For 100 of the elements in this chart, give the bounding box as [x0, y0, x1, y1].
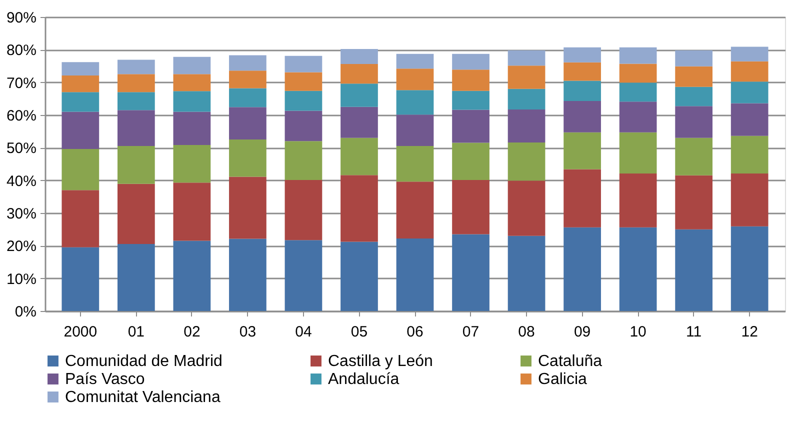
bar — [229, 88, 266, 108]
bar — [340, 106, 378, 138]
bar — [173, 145, 211, 183]
bar — [619, 132, 657, 174]
x-tick-label: 03 — [239, 324, 256, 340]
bar — [508, 66, 546, 89]
bar — [396, 68, 434, 90]
bar — [452, 180, 490, 234]
bar — [508, 236, 546, 311]
bar — [62, 92, 100, 112]
legend-label: Comunitat Valenciana — [65, 389, 220, 406]
bar — [340, 84, 378, 107]
x-tick-label: 04 — [295, 324, 312, 340]
bar — [117, 60, 155, 74]
bar — [452, 234, 490, 311]
bar — [173, 182, 211, 241]
bar — [284, 56, 322, 72]
bar — [564, 132, 601, 170]
bar — [173, 56, 211, 74]
x-tick-label: 12 — [741, 324, 758, 340]
bar — [452, 70, 490, 91]
bar — [675, 66, 713, 87]
bar — [396, 182, 434, 238]
y-tick-label: 50% — [6, 140, 36, 158]
bar — [619, 64, 657, 83]
bar — [284, 141, 322, 180]
legend-label: Castilla y León — [328, 353, 433, 370]
bar — [730, 136, 768, 174]
bar — [730, 46, 768, 62]
bar — [117, 184, 155, 244]
legend-label: Comunidad de Madrid — [65, 353, 222, 370]
bar — [173, 74, 211, 92]
bar — [564, 169, 601, 228]
legend-label: Andalucía — [328, 371, 400, 388]
bar — [62, 148, 100, 190]
bar — [508, 180, 546, 236]
bar — [340, 175, 378, 242]
bar — [619, 227, 657, 311]
bar — [675, 229, 713, 311]
bar — [675, 138, 713, 176]
bar — [117, 92, 155, 110]
bar — [675, 175, 713, 230]
bar — [117, 244, 155, 311]
bar — [675, 86, 713, 106]
bar — [564, 47, 601, 62]
x-tick-label: 08 — [518, 324, 535, 340]
bar — [564, 227, 601, 311]
x-tick-label: 07 — [462, 324, 480, 340]
bar — [284, 90, 322, 111]
y-tick-label: 40% — [6, 172, 36, 190]
bar — [730, 103, 768, 136]
bar — [340, 242, 378, 311]
bar — [173, 240, 211, 311]
legend-label: Galicia — [538, 371, 588, 388]
bar — [396, 238, 434, 311]
x-tick-label: 06 — [406, 324, 424, 340]
y-tick-label: 90% — [6, 10, 36, 26]
x-tick-label: 09 — [574, 324, 591, 340]
bar — [730, 61, 768, 82]
x-tick-label: 2000 — [64, 324, 98, 340]
bar — [564, 62, 601, 81]
bar — [284, 72, 322, 91]
bar — [508, 88, 546, 110]
y-tick-label: 80% — [6, 42, 36, 60]
x-tick-label: 05 — [350, 324, 368, 340]
bar — [564, 100, 601, 132]
bar — [619, 82, 657, 102]
bar — [229, 140, 266, 177]
bar — [284, 240, 322, 311]
y-tick-label: 10% — [6, 270, 36, 288]
bar — [508, 142, 546, 181]
y-tick-label: 70% — [6, 74, 36, 92]
bar — [117, 74, 155, 92]
bar — [340, 64, 378, 84]
bar — [619, 47, 657, 64]
bar — [62, 62, 100, 76]
legend-label: Cataluña — [538, 353, 602, 370]
bar — [117, 146, 155, 184]
bar — [730, 226, 768, 311]
bar — [452, 54, 490, 70]
bar — [396, 54, 434, 69]
bar — [396, 146, 434, 182]
bar — [396, 90, 434, 115]
bar — [62, 190, 100, 248]
bar — [284, 110, 322, 142]
bar — [173, 112, 211, 146]
bar — [340, 138, 378, 176]
bar — [675, 106, 713, 138]
bar — [452, 90, 490, 110]
bar — [229, 55, 266, 71]
bar — [284, 180, 322, 240]
bar — [117, 110, 155, 146]
bar — [619, 173, 657, 228]
bar — [452, 142, 490, 180]
bar — [730, 82, 768, 104]
y-tick-label: 0% — [14, 304, 36, 320]
x-tick-label: 11 — [686, 324, 702, 340]
bar — [229, 107, 266, 140]
bar — [229, 238, 266, 311]
bar — [62, 112, 100, 149]
